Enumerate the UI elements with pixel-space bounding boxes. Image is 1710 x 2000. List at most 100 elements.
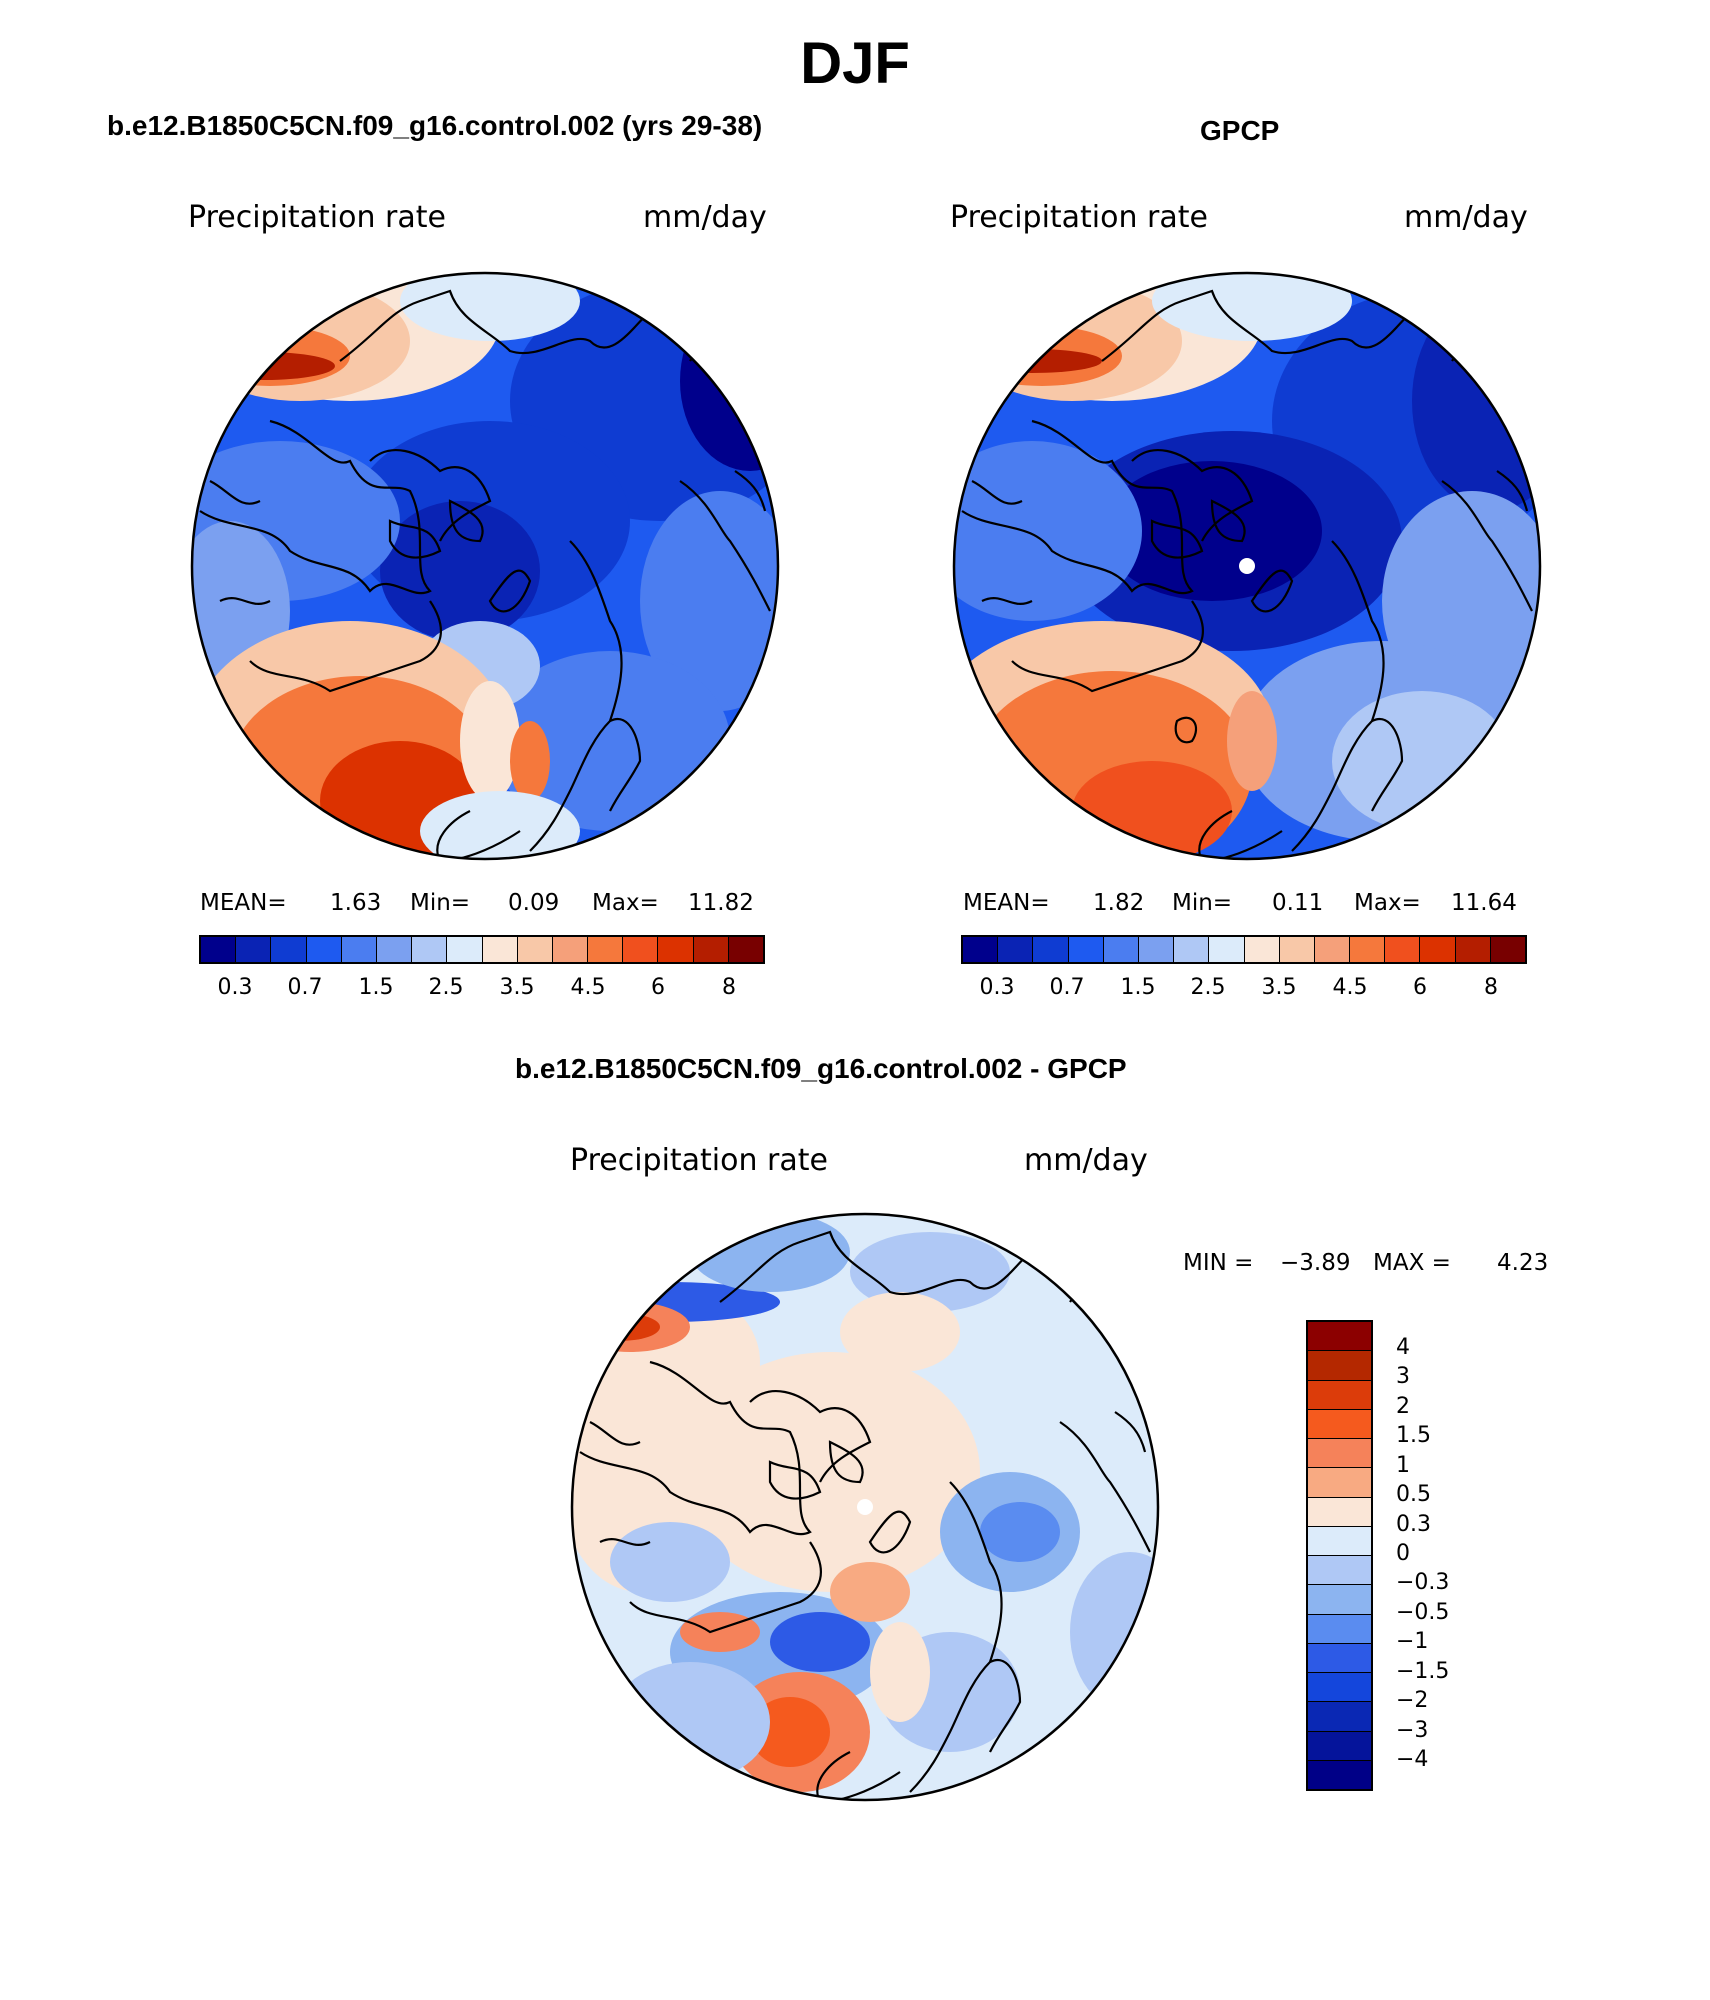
colorbar-swatch [552, 937, 589, 962]
panel1-tick: 2.5 [428, 975, 464, 1000]
colorbar-swatch [728, 937, 763, 962]
colorbar-swatch [1103, 937, 1139, 962]
panel2-tick: 6 [1413, 975, 1427, 1000]
panel1-tick: 1.5 [358, 975, 394, 1000]
diff-tick: 1.5 [1396, 1423, 1431, 1448]
colorbar-swatch [998, 937, 1034, 962]
colorbar-swatch [1033, 937, 1069, 962]
panel2-tick: 3.5 [1261, 975, 1297, 1000]
diff-variable-label: Precipitation rate [570, 1143, 828, 1178]
colorbar-swatch [1420, 937, 1456, 962]
panel1-tick: 6 [651, 975, 665, 1000]
panel2-tick: 1.5 [1120, 975, 1156, 1000]
diff-colorbar [1306, 1320, 1373, 1791]
panel1-max-value: 11.82 [688, 890, 754, 916]
colorbar-swatch [963, 937, 999, 962]
diff-title: b.e12.B1850C5CN.f09_g16.control.002 - GP… [515, 1053, 1127, 1084]
panel1-variable-label: Precipitation rate [188, 200, 446, 235]
diff-tick: 0.3 [1396, 1512, 1431, 1537]
colorbar-swatch [447, 937, 483, 962]
colorbar-swatch [271, 937, 307, 962]
diff-tick: −0.3 [1396, 1570, 1450, 1595]
colorbar-swatch [1308, 1497, 1371, 1527]
colorbar-swatch [341, 937, 377, 962]
diff-tick: 3 [1396, 1364, 1410, 1389]
colorbar-swatch [1308, 1585, 1371, 1615]
panel1-mean-label: MEAN= [200, 890, 287, 916]
panel1-min-value: 0.09 [508, 890, 560, 916]
colorbar-swatch [201, 937, 237, 962]
colorbar-swatch [1308, 1731, 1371, 1761]
diff-tick: −2 [1396, 1688, 1429, 1713]
diff-min-value: −3.89 [1280, 1250, 1351, 1276]
panel2-mean-label: MEAN= [963, 890, 1050, 916]
panel1-tick: 3.5 [499, 975, 535, 1000]
colorbar-swatch [1308, 1351, 1371, 1381]
colorbar-swatch [1308, 1380, 1371, 1410]
colorbar-swatch [1308, 1468, 1371, 1498]
panel2-colorbar [961, 935, 1527, 964]
colorbar-swatch [1308, 1526, 1371, 1556]
panel2-polar-map [952, 271, 1542, 861]
diff-tick: −1.5 [1396, 1659, 1450, 1684]
panel2-title: GPCP [1200, 115, 1280, 146]
panel2-colorbar-ticks: 0.3 0.7 1.5 2.5 3.5 4.5 6 8 [0, 975, 1710, 1005]
colorbar-swatch [1490, 937, 1525, 962]
panel2-max-label: Max= [1354, 890, 1421, 916]
diff-min-label: MIN = [1183, 1250, 1254, 1276]
diff-tick: −0.5 [1396, 1600, 1450, 1625]
colorbar-swatch [236, 937, 272, 962]
colorbar-swatch [1138, 937, 1175, 962]
panel1-tick: 0.3 [217, 975, 253, 1000]
colorbar-swatch [1209, 937, 1245, 962]
colorbar-swatch [1308, 1702, 1371, 1732]
diff-tick: 4 [1396, 1335, 1410, 1360]
diff-tick: 0 [1396, 1541, 1410, 1566]
colorbar-swatch [482, 937, 518, 962]
panel1-tick: 8 [722, 975, 736, 1000]
panel1-title: b.e12.B1850C5CN.f09_g16.control.002 (yrs… [107, 110, 763, 141]
colorbar-swatch [1068, 937, 1104, 962]
colorbar-swatch [306, 937, 342, 962]
diff-polar-map [570, 1212, 1160, 1802]
panel2-tick: 2.5 [1190, 975, 1226, 1000]
diff-tick: −3 [1396, 1718, 1429, 1743]
colorbar-swatch [1308, 1614, 1371, 1644]
panel1-colorbar-ticks: 0.3 0.7 1.5 2.5 3.5 4.5 6 8 [0, 975, 1710, 1005]
colorbar-swatch [1308, 1322, 1371, 1352]
colorbar-swatch [1279, 937, 1315, 962]
diff-max-value: 4.23 [1497, 1250, 1549, 1276]
colorbar-swatch [623, 937, 659, 962]
diff-tick: −4 [1396, 1747, 1429, 1772]
colorbar-swatch [1308, 1760, 1371, 1789]
panel2-max-value: 11.64 [1451, 890, 1517, 916]
colorbar-swatch [1174, 937, 1210, 962]
colorbar-swatch [517, 937, 553, 962]
diff-units-label: mm/day [1024, 1143, 1148, 1178]
panel2-min-label: Min= [1172, 890, 1233, 916]
panel2-tick: 0.7 [1049, 975, 1085, 1000]
panel2-pole-marker [1239, 558, 1255, 574]
colorbar-swatch [693, 937, 729, 962]
diff-tick: 2 [1396, 1394, 1410, 1419]
panel1-colorbar [199, 935, 765, 964]
panel1-min-label: Min= [410, 890, 471, 916]
colorbar-swatch [1244, 937, 1280, 962]
colorbar-swatch [1308, 1673, 1371, 1703]
colorbar-swatch [412, 937, 448, 962]
panel2-mean-value: 1.82 [1093, 890, 1145, 916]
colorbar-swatch [1308, 1409, 1371, 1439]
diff-tick: −1 [1396, 1629, 1429, 1654]
colorbar-swatch [1308, 1643, 1371, 1673]
panel1-tick: 4.5 [570, 975, 606, 1000]
colorbar-swatch [1314, 937, 1351, 962]
main-title: DJF [800, 31, 910, 96]
colorbar-swatch [1308, 1556, 1371, 1586]
colorbar-swatch [376, 937, 413, 962]
panel2-tick: 0.3 [979, 975, 1015, 1000]
panel2-tick: 4.5 [1332, 975, 1368, 1000]
colorbar-swatch [1350, 937, 1386, 962]
panel1-max-label: Max= [592, 890, 659, 916]
colorbar-swatch [1308, 1439, 1371, 1469]
colorbar-swatch [588, 937, 624, 962]
